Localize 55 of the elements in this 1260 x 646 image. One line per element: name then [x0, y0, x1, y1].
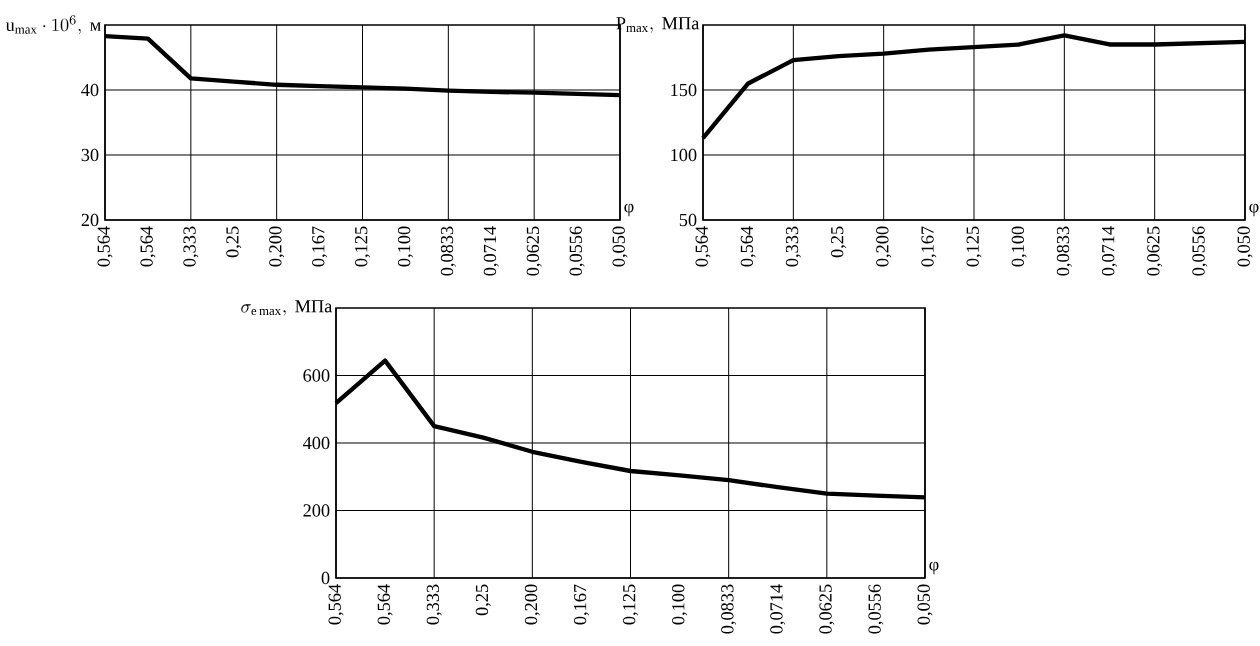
- x-tick-label: 0,0556: [868, 584, 884, 634]
- x-tick-label: 0,25: [226, 226, 242, 258]
- x-tick-label: 0,0625: [819, 584, 835, 634]
- x-tick-label: 0,100: [672, 584, 688, 625]
- y-axis-title: $\mathrm{P}_{\mathrm{max}},\ \mbox{МПа}$: [616, 17, 700, 33]
- x-tick-label: 0,333: [183, 226, 199, 267]
- x-tick-label: 0,167: [312, 226, 328, 267]
- x-tick-label: 0,200: [876, 226, 892, 267]
- x-tick-label: 0,200: [524, 584, 540, 625]
- x-axis-title: φ: [1249, 203, 1259, 217]
- x-tick-label: 0,050: [612, 226, 628, 267]
- x-tick-label: 0,0714: [770, 584, 786, 634]
- x-tick-label: 0,167: [921, 226, 937, 267]
- x-tick-label: 0,564: [328, 584, 344, 625]
- x-tick-label: 0,0556: [1192, 226, 1208, 276]
- x-tick-label: 0,125: [623, 584, 639, 625]
- y-tick-label: 20: [81, 213, 99, 227]
- x-axis-title: φ: [624, 203, 634, 217]
- x-tick-label: 0,167: [573, 584, 589, 625]
- x-tick-label: 0,0625: [1147, 226, 1163, 276]
- y-tick-label: 40: [81, 83, 99, 97]
- x-tick-label: 0,25: [475, 584, 491, 616]
- y-tick-label: 200: [303, 504, 330, 517]
- x-tick-label: 0,564: [695, 226, 711, 267]
- y-tick-label: 0: [321, 571, 330, 585]
- y-tick-label: 400: [302, 436, 330, 450]
- x-tick-label: 0,564: [377, 584, 393, 625]
- y-tick-label: 50: [679, 213, 697, 227]
- x-tick-label: 0,050: [1237, 226, 1253, 267]
- x-tick-label: 0,200: [269, 226, 285, 267]
- x-tick-label: 0,0556: [569, 226, 585, 276]
- x-tick-label: 0,564: [140, 226, 156, 267]
- y-tick-label: 30: [81, 148, 99, 162]
- y-tick-label: 150: [671, 83, 697, 97]
- x-tick-label: 0,100: [397, 226, 413, 267]
- x-tick-label: 0,0833: [440, 226, 456, 276]
- x-tick-label: 0,0833: [721, 584, 737, 634]
- y-axis-title: $\mathrm{u}_{\mathrm{max}}\cdot 10^{6},\ \mbox{м}$: [5, 15, 101, 35]
- x-tick-label: 0,333: [785, 226, 801, 267]
- x-tick-label: 0,25: [831, 226, 847, 258]
- x-tick-label: 0,0714: [483, 226, 499, 276]
- y-tick-label: 100: [671, 148, 697, 162]
- x-tick-label: 0,564: [740, 226, 756, 267]
- x-tick-label: 0,333: [426, 584, 442, 625]
- y-tick-label: 600: [303, 369, 330, 382]
- x-tick-label: 0,125: [966, 226, 982, 267]
- x-tick-label: 0,0833: [1056, 226, 1072, 276]
- x-tick-label: 0,0714: [1102, 226, 1118, 276]
- x-tick-label: 0,050: [917, 584, 933, 625]
- x-tick-label: 0,125: [355, 226, 371, 267]
- x-tick-label: 0,0625: [526, 226, 542, 276]
- x-axis-title: φ: [929, 561, 939, 575]
- x-tick-label: 0,564: [97, 226, 113, 267]
- x-tick-label: 0,100: [1011, 226, 1027, 267]
- y-axis-title: $\sigma_{\mathrm{e\,max}},\ \mbox{МПа}$: [241, 300, 333, 316]
